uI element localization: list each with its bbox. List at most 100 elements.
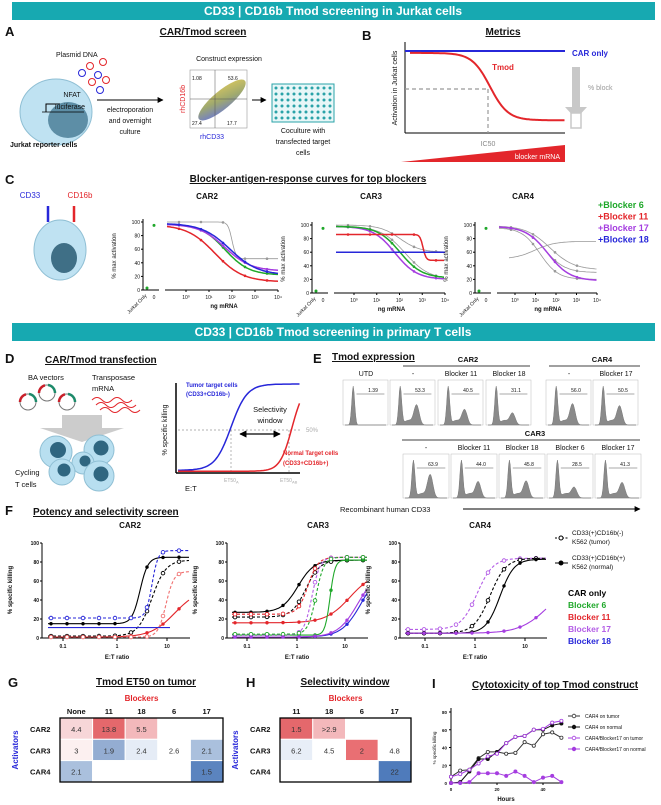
panelH-row-label: CAR3 <box>250 746 270 755</box>
c-chart-car4-x-tick-label: 10² <box>552 298 560 304</box>
plate-well-icon <box>310 92 314 96</box>
coculture-label: cells <box>296 150 311 157</box>
plate-well-icon <box>286 116 290 120</box>
panel-label-i: I <box>432 676 436 691</box>
t-cells-label: T cells <box>15 480 37 489</box>
f-chart-car4-data-point <box>405 627 411 632</box>
t-cell-nucleus-icon <box>57 463 71 477</box>
coculture-label: transfected target <box>276 139 331 146</box>
f-chart-car3-data-point <box>296 603 302 609</box>
plate-well-icon <box>310 98 314 102</box>
f-chart-car2-x-tick-label: 0.1 <box>60 644 67 650</box>
c-chart-car4-data-point <box>575 264 579 267</box>
tmod-label: Tmod <box>492 63 514 72</box>
panel-c-title: Blocker-antigen-response curves for top … <box>190 174 427 185</box>
plasmid-icon <box>102 76 110 84</box>
f-chart-car3-y-tick-label: 100 <box>216 541 225 547</box>
c-chart-car2-x-tick-label: 10³ <box>251 295 259 301</box>
c-chart-car3-x-tick-label: 10² <box>396 298 404 304</box>
plate-well-icon <box>280 98 284 102</box>
luciferase-label: luciferase <box>55 104 85 111</box>
c-chart-car4-y-tick-label: 100 <box>464 223 473 229</box>
c-chart-car4-curve <box>498 226 597 281</box>
c-chart-car3-y-axis-label: % max activation <box>281 236 287 281</box>
c-chart-car4-y-tick-label: 60 <box>466 250 472 256</box>
plate-well-icon <box>316 110 320 114</box>
d-x-axis-label: E:T <box>185 484 197 493</box>
panelH-activators-label: Activators <box>231 730 240 770</box>
plate-well-icon <box>328 104 332 108</box>
c-chart-car3-x-tick-label: 10⁴ <box>441 298 449 304</box>
c-chart-car2-curve <box>166 223 279 275</box>
plate-well-icon <box>292 98 296 102</box>
i-data-point <box>541 775 546 780</box>
panel-a-title: CAR/Tmod screen <box>160 27 247 38</box>
f-chart-car3-data-point <box>249 621 253 625</box>
f-chart-car2-y-tick-label: 80 <box>33 560 39 566</box>
electroporation-step-label: culture <box>119 129 140 136</box>
banner-jurkat <box>12 2 655 20</box>
i-data-point <box>494 771 499 776</box>
plate-icon <box>271 83 335 123</box>
quadrant-ul-value: 1.08 <box>192 76 202 82</box>
panel-label-e: E <box>313 351 322 366</box>
c-chart-car2-data-point <box>265 257 269 261</box>
c-chart-car2-data-point <box>199 238 203 242</box>
f-chart-car3-data-point <box>297 582 301 587</box>
c-chart-car3-x-tick-label: 10³ <box>419 298 427 304</box>
e-sample-histogram <box>345 385 386 426</box>
f-chart-car3-y-axis-label: % specific killing <box>193 565 199 614</box>
c-chart-car3-data-point <box>412 265 416 269</box>
f-chart-car2-data-point <box>96 634 102 640</box>
plate-well-icon <box>322 104 326 108</box>
e-sample-label: UTD <box>359 371 373 378</box>
plate-well-icon <box>274 104 278 108</box>
e-gate-value: 28.5 <box>572 462 582 468</box>
c-chart-car2-y-tick-label: 20 <box>134 274 140 280</box>
f-chart-car3-data-point <box>265 609 269 613</box>
f-legend-marker <box>558 535 564 541</box>
c-chart-car4-jurkat-only-label: Jurkat Only <box>458 296 480 318</box>
panelG-cell-value: 2.1 <box>201 746 211 755</box>
panel-i-title: Cytotoxicity of top Tmod construct <box>472 680 639 691</box>
c-chart-car2-curve <box>167 221 278 260</box>
c-chart-car3-data-point <box>412 261 416 264</box>
c-chart-car3-data-point <box>346 233 350 236</box>
c-chart-car2-data-point <box>221 259 225 263</box>
e-sample-label: Blocker 17 <box>601 445 634 452</box>
f-chart-car2-curve <box>48 550 189 619</box>
plate-well-icon <box>322 92 326 96</box>
c-chart-car2-x-tick-label: 10⁴ <box>274 295 282 301</box>
f-chart-car2-data-point <box>64 634 70 640</box>
f-chart-car3-x-axis-label: E:T ratio <box>285 655 310 661</box>
f-chart-car2-data-point <box>176 571 182 577</box>
panelG-cell-value: 2.6 <box>169 746 179 755</box>
t-cell-nucleus-icon <box>93 466 109 482</box>
panelH-cell <box>279 760 314 783</box>
f-chart-car2-title: CAR2 <box>119 521 141 530</box>
plate-well-icon <box>316 104 320 108</box>
f-chart-car4-y-tick-label: 80 <box>391 560 397 566</box>
f-chart-car2-x-axis-label: E:T ratio <box>105 655 130 661</box>
plate-well-icon <box>304 110 308 114</box>
e-gate-value: 50.5 <box>618 388 628 394</box>
c-chart-car2-x-tick-label: 10⁰ <box>182 295 190 301</box>
panelH-cell <box>345 717 379 740</box>
b-y-axis-label: Activation in Jurkat cells <box>392 50 399 125</box>
e-sample-histogram <box>392 385 433 426</box>
f-chart-car4-data-point <box>470 631 474 635</box>
plate-well-icon <box>322 98 326 102</box>
c-chart-car2-data-point <box>243 260 247 264</box>
plate-well-icon <box>316 92 320 96</box>
banner-jurkat-title: CD33 | CD16b Tmod screening in Jurkat ce… <box>204 4 462 18</box>
f-chart-car3-data-point <box>297 635 301 639</box>
plate-well-icon <box>304 116 308 120</box>
c-chart-car3-data-point <box>434 259 438 262</box>
f-chart-car3-data-point <box>265 621 269 625</box>
f-chart-car4-data-point <box>486 620 490 624</box>
i-y-tick-label: 20 <box>442 763 448 768</box>
c-chart-car4-x-tick-label: 10⁰ <box>511 298 519 304</box>
c-chart-car2-data-point <box>265 270 269 273</box>
plate-well-icon <box>304 86 308 90</box>
f-chart-car2-data-point <box>176 559 182 564</box>
